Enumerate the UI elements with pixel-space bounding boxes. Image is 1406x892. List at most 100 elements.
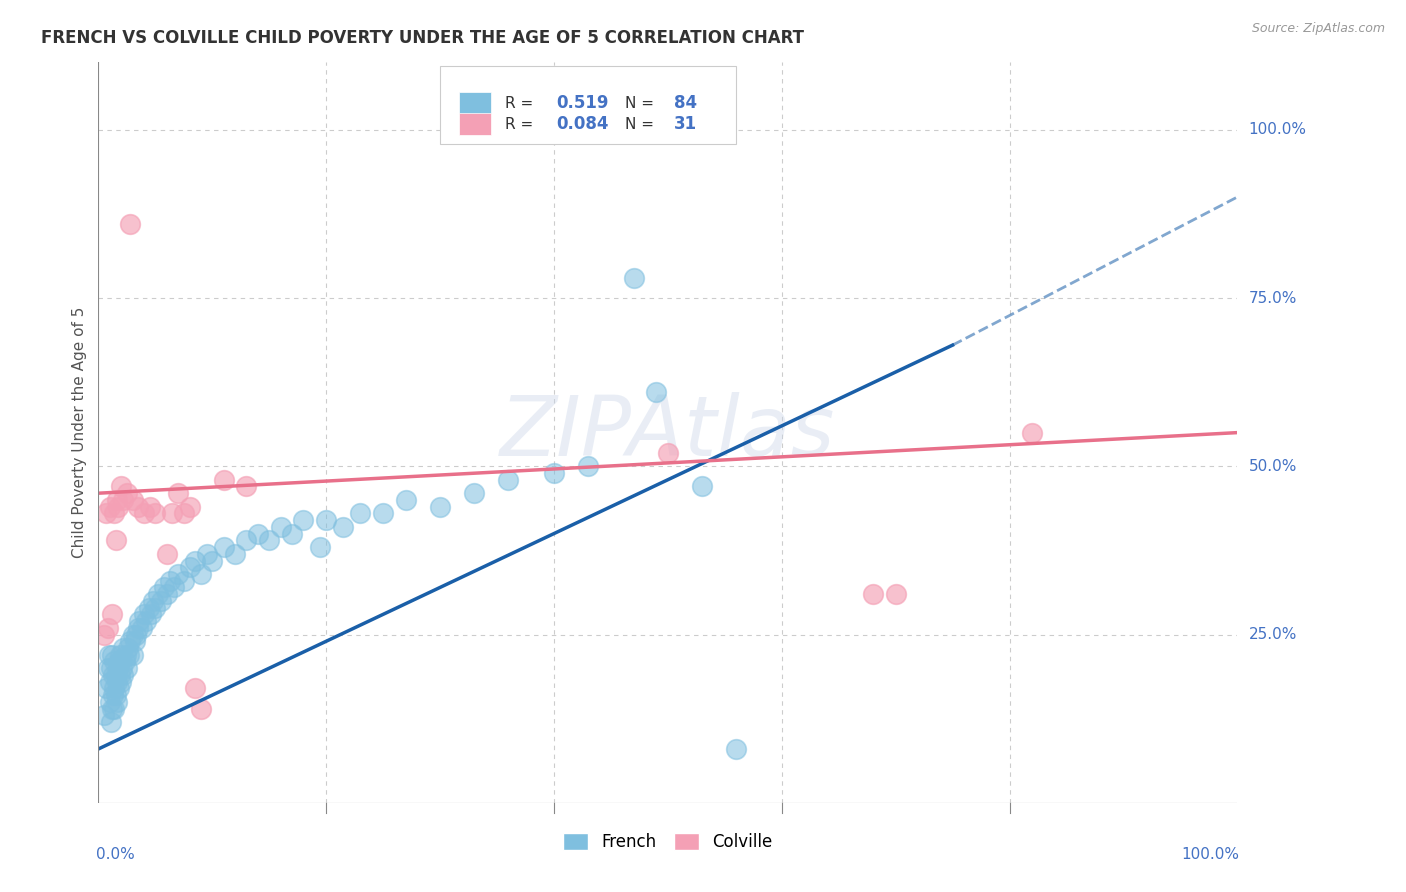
Point bbox=[139, 607, 162, 622]
Text: 84: 84 bbox=[673, 95, 696, 112]
Point bbox=[371, 507, 394, 521]
Point bbox=[270, 520, 292, 534]
Point bbox=[657, 446, 679, 460]
Point bbox=[201, 553, 224, 567]
Y-axis label: Child Poverty Under the Age of 5: Child Poverty Under the Age of 5 bbox=[72, 307, 87, 558]
Point bbox=[98, 500, 121, 514]
Point bbox=[98, 695, 121, 709]
Point bbox=[118, 648, 141, 662]
Point bbox=[120, 634, 142, 648]
Point bbox=[138, 500, 160, 514]
Point bbox=[104, 668, 127, 682]
Point bbox=[115, 661, 138, 675]
Text: R =: R = bbox=[505, 117, 538, 132]
Point bbox=[235, 533, 257, 548]
Point bbox=[135, 614, 157, 628]
Point bbox=[114, 648, 136, 662]
Point bbox=[101, 648, 124, 662]
Text: 100.0%: 100.0% bbox=[1181, 847, 1240, 863]
Point bbox=[110, 674, 132, 689]
Point bbox=[103, 701, 125, 715]
Point bbox=[112, 668, 135, 682]
Point bbox=[315, 513, 337, 527]
Point bbox=[156, 547, 179, 561]
Point bbox=[121, 627, 143, 641]
Point bbox=[1021, 425, 1043, 440]
Point bbox=[184, 553, 207, 567]
Point bbox=[124, 634, 146, 648]
Point bbox=[145, 507, 167, 521]
Point bbox=[97, 648, 120, 662]
Point bbox=[93, 627, 115, 641]
Legend: French, Colville: French, Colville bbox=[557, 826, 779, 857]
Point bbox=[179, 560, 201, 574]
Point bbox=[862, 587, 884, 601]
Point bbox=[167, 486, 190, 500]
FancyBboxPatch shape bbox=[460, 92, 491, 114]
Point bbox=[159, 574, 181, 588]
Point bbox=[111, 661, 134, 675]
Point bbox=[190, 566, 212, 581]
Point bbox=[179, 500, 201, 514]
Point bbox=[184, 681, 207, 696]
Point bbox=[463, 486, 485, 500]
Point bbox=[105, 492, 128, 507]
Point bbox=[100, 714, 122, 729]
Text: N =: N = bbox=[624, 117, 658, 132]
Point bbox=[131, 621, 153, 635]
Point bbox=[167, 566, 190, 581]
Point bbox=[690, 479, 713, 493]
FancyBboxPatch shape bbox=[460, 113, 491, 136]
Point bbox=[108, 655, 131, 669]
Point bbox=[725, 742, 748, 756]
Point bbox=[543, 466, 565, 480]
Text: 31: 31 bbox=[673, 115, 696, 133]
Point bbox=[114, 655, 136, 669]
Point bbox=[332, 520, 354, 534]
Point bbox=[98, 674, 121, 689]
Point bbox=[309, 540, 332, 554]
Point bbox=[212, 473, 235, 487]
Point bbox=[162, 507, 184, 521]
Point bbox=[103, 668, 125, 682]
Point bbox=[138, 600, 160, 615]
Point bbox=[349, 507, 371, 521]
Point bbox=[108, 648, 131, 662]
Text: Source: ZipAtlas.com: Source: ZipAtlas.com bbox=[1251, 22, 1385, 36]
Point bbox=[110, 479, 132, 493]
Point bbox=[108, 668, 131, 682]
Point bbox=[105, 695, 128, 709]
Point bbox=[146, 587, 169, 601]
Text: 0.519: 0.519 bbox=[557, 95, 609, 112]
Point bbox=[173, 507, 195, 521]
Point bbox=[246, 526, 269, 541]
Point bbox=[96, 621, 118, 635]
Point bbox=[103, 507, 125, 521]
Point bbox=[142, 594, 165, 608]
Point bbox=[162, 581, 184, 595]
Point bbox=[212, 540, 235, 554]
Point bbox=[121, 492, 143, 507]
Text: N =: N = bbox=[624, 95, 658, 111]
Point bbox=[235, 479, 257, 493]
Point bbox=[117, 640, 139, 655]
Point bbox=[107, 661, 129, 675]
Point bbox=[107, 500, 129, 514]
Point bbox=[103, 655, 125, 669]
Point bbox=[125, 627, 148, 641]
Text: 25.0%: 25.0% bbox=[1249, 627, 1296, 642]
Point bbox=[623, 270, 645, 285]
Point bbox=[101, 607, 124, 622]
Point bbox=[120, 217, 142, 231]
Point bbox=[96, 681, 118, 696]
Text: ZIPAtlas: ZIPAtlas bbox=[501, 392, 835, 473]
Point bbox=[104, 533, 127, 548]
Text: 50.0%: 50.0% bbox=[1249, 458, 1296, 474]
Point bbox=[224, 547, 246, 561]
Point bbox=[96, 507, 118, 521]
Point bbox=[112, 640, 135, 655]
Point bbox=[105, 674, 128, 689]
Text: 75.0%: 75.0% bbox=[1249, 291, 1296, 305]
Text: R =: R = bbox=[505, 95, 538, 111]
Point bbox=[395, 492, 418, 507]
